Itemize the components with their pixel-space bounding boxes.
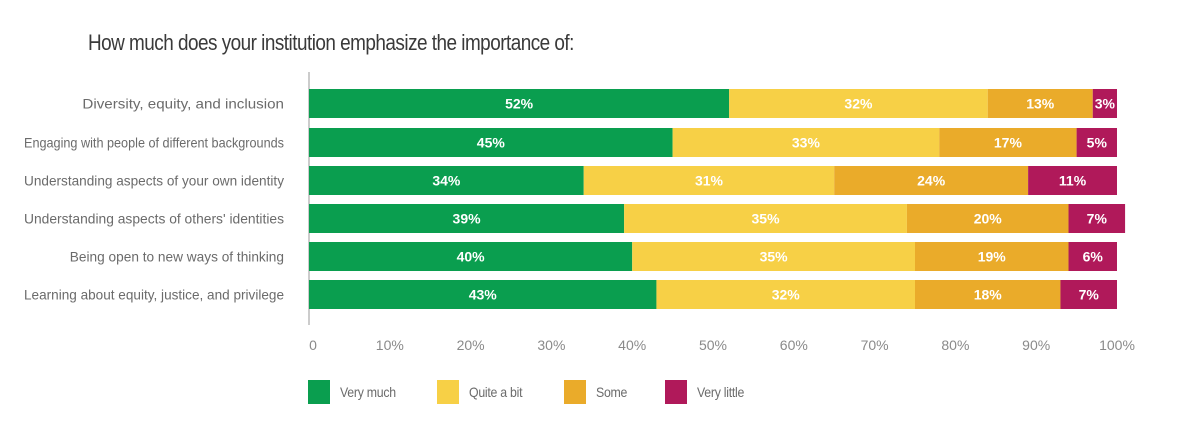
data-label: 43%: [469, 287, 498, 303]
bar-segment: [656, 280, 915, 309]
data-label: 33%: [792, 135, 821, 151]
legend-swatch: [437, 380, 460, 404]
bar-segment: [309, 89, 730, 118]
bar-segment: [624, 204, 907, 233]
x-tick-label: 50%: [699, 337, 727, 353]
bar-segment: [309, 128, 673, 157]
data-label: 20%: [974, 211, 1003, 227]
bar-segment: [729, 89, 988, 118]
data-label: 31%: [695, 173, 724, 189]
bar-segment: [583, 166, 835, 195]
x-tick-label: 60%: [780, 337, 808, 353]
legend-label: Some: [595, 384, 628, 400]
legend-swatch: [665, 380, 688, 404]
data-label: 6%: [1083, 249, 1104, 265]
bar-segment: [915, 242, 1069, 271]
stacked-bar-chart: Diversity, equity, and inclusion Engaging…: [24, 72, 1135, 353]
x-tick-label: 90%: [1022, 337, 1050, 353]
data-label: 35%: [752, 211, 781, 227]
legend-label: Very little: [697, 384, 745, 400]
bar-segment: [309, 166, 584, 195]
data-label: 5%: [1087, 135, 1108, 151]
category-label: Being open to new ways of thinking: [70, 249, 284, 265]
data-label: 34%: [432, 173, 461, 189]
x-tick-label: 40%: [618, 337, 646, 353]
data-label: 19%: [978, 249, 1007, 265]
data-label: 39%: [453, 211, 482, 227]
bar-segment: [906, 204, 1069, 233]
bar-segment: [1068, 204, 1126, 233]
x-tick-label: 20%: [457, 337, 485, 353]
legend-item: Quite a bit: [437, 380, 530, 404]
x-tick-label: 100%: [1099, 337, 1135, 353]
data-label: 40%: [457, 249, 486, 265]
chart-legend: Very much Quite a bit Some Very little: [308, 380, 785, 404]
bar-segment: [309, 204, 625, 233]
category-label: Understanding aspects of your own identi…: [24, 173, 284, 189]
data-label: 52%: [505, 96, 534, 112]
bar-segment: [987, 89, 1093, 118]
bar-segment: [834, 166, 1029, 195]
data-label: 24%: [917, 173, 946, 189]
bar-segment: [672, 128, 940, 157]
legend-swatch: [308, 380, 330, 404]
legend-label: Quite a bit: [469, 384, 523, 400]
bar-segment: [1060, 280, 1117, 309]
bar-segment: [915, 280, 1061, 309]
category-label: Understanding aspects of others' identit…: [24, 211, 284, 227]
data-label: 45%: [477, 135, 506, 151]
data-label: 3%: [1095, 96, 1116, 112]
x-tick-label: 80%: [941, 337, 969, 353]
bar-segment: [632, 242, 915, 271]
data-label: 32%: [772, 287, 801, 303]
legend-item: Very little: [665, 380, 751, 404]
data-label: 7%: [1079, 287, 1100, 303]
category-label: Engaging with people of different backgr…: [24, 135, 284, 151]
legend-label: Very much: [340, 384, 396, 400]
bar-segment: [1092, 89, 1117, 118]
legend-item: Very much: [308, 380, 403, 404]
x-tick-label: 0: [309, 337, 317, 353]
x-tick-label: 30%: [537, 337, 565, 353]
legend-swatch: [563, 380, 586, 404]
data-label: 32%: [844, 96, 873, 112]
bar-segment: [1028, 166, 1117, 195]
bar-segment: [939, 128, 1077, 157]
x-tick-label: 70%: [861, 337, 889, 353]
legend-item: Some: [563, 380, 631, 404]
bar-segment: [309, 242, 633, 271]
x-tick-label: 10%: [376, 337, 404, 353]
data-label: 18%: [974, 287, 1003, 303]
data-label: 35%: [760, 249, 789, 265]
category-label: Learning about equity, justice, and priv…: [24, 287, 284, 303]
bar-segment: [309, 280, 657, 309]
data-label: 13%: [1026, 96, 1055, 112]
chart-title: How much does your institution emphasize…: [88, 30, 574, 55]
data-label: 7%: [1087, 211, 1108, 227]
data-label: 17%: [994, 135, 1023, 151]
bar-segment: [1068, 242, 1117, 271]
data-label: 11%: [1059, 173, 1087, 189]
bar-segment: [1076, 128, 1117, 157]
category-label: Diversity, equity, and inclusion: [82, 96, 284, 112]
